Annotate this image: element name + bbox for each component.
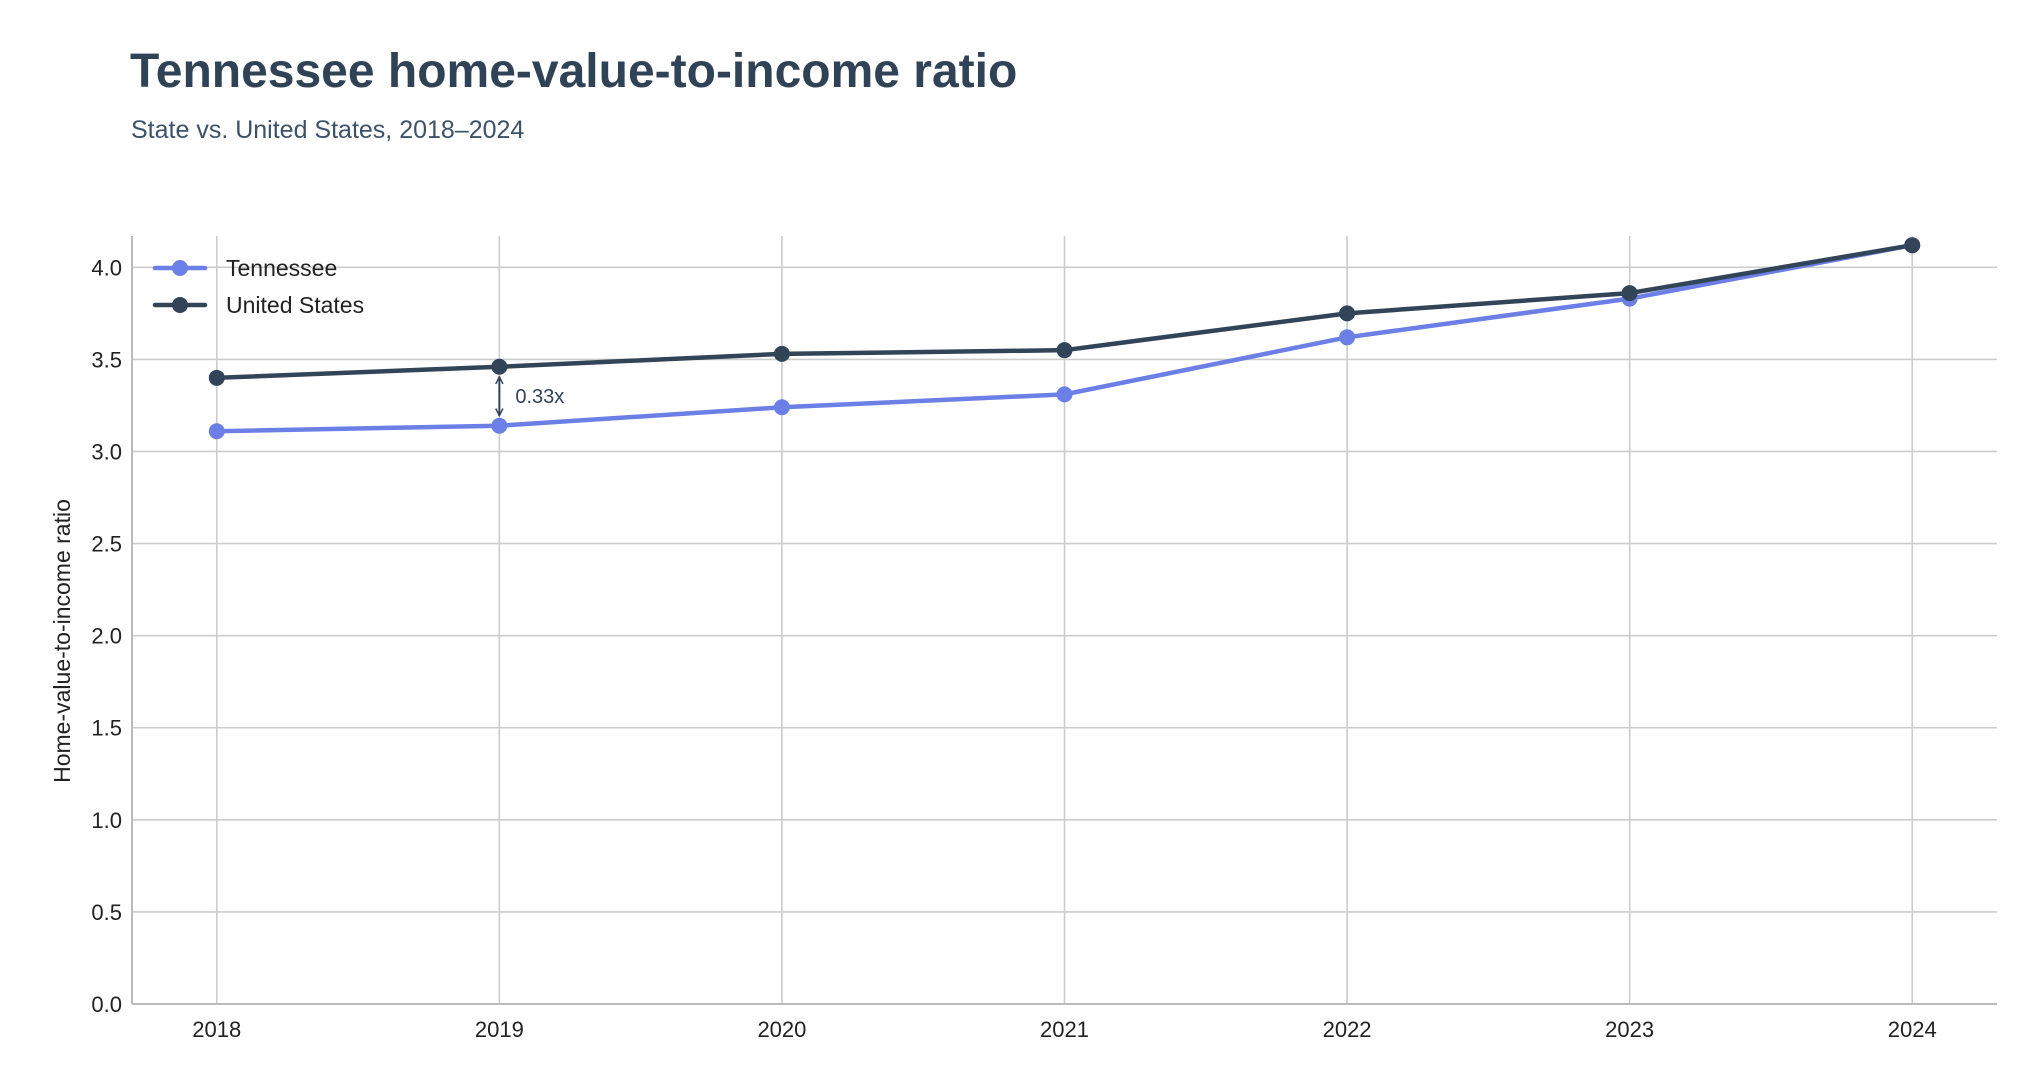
legend-label-tennessee: Tennessee [226,255,337,281]
y-tick-label: 2.0 [91,624,122,649]
axes: 0.0 0.5 1.0 1.5 2.0 2.5 3.0 3.5 4.0 2018 2019 2020 2… [91,236,1997,1042]
x-tick-label: 2024 [1888,1017,1937,1042]
data-point-united-states [491,358,508,375]
data-point-united-states [1621,285,1638,302]
grid-lines [132,236,1997,1005]
data-point-united-states [1339,305,1356,322]
x-tick-label: 2020 [757,1017,806,1042]
data-point-united-states [1904,237,1921,254]
x-tick-label: 2021 [1040,1017,1089,1042]
data-point-tennessee [1056,386,1073,403]
legend-marker-united-states [172,297,188,313]
gap-label: 0.33x [515,386,564,408]
data-point-tennessee [208,423,225,440]
data-point-united-states [208,369,225,386]
data-point-united-states [1056,342,1073,359]
legend-label-united-states: United States [226,292,364,318]
y-axis-label: Home-value-to-income ratio [49,499,75,783]
annotation-group: 0.33x [499,377,564,416]
y-tick-label: 0.5 [91,900,122,925]
y-tick-label: 1.0 [91,808,122,833]
data-point-united-states [773,345,790,362]
x-tick-label: 2022 [1323,1017,1372,1042]
legend-marker-tennessee [172,260,188,276]
chart-subtitle: State vs. United States, 2018–2024 [131,116,525,144]
y-tick-label: 4.0 [91,255,122,280]
y-tick-label: 0.0 [91,992,122,1017]
legend: Tennessee United States [152,255,364,318]
y-tick-label: 3.5 [91,347,122,372]
y-tick-label: 2.5 [91,532,122,557]
x-tick-label: 2019 [475,1017,524,1042]
data-point-tennessee [1339,329,1356,346]
x-tick-label: 2018 [192,1017,241,1042]
y-tick-label: 3.0 [91,439,122,464]
y-tick-label: 1.5 [91,716,122,741]
chart-title: Tennessee home-value-to-income ratio [130,45,1018,98]
x-tick-label: 2023 [1605,1017,1654,1042]
data-point-tennessee [491,417,508,434]
data-point-tennessee [773,399,790,416]
series-group [208,237,1921,440]
